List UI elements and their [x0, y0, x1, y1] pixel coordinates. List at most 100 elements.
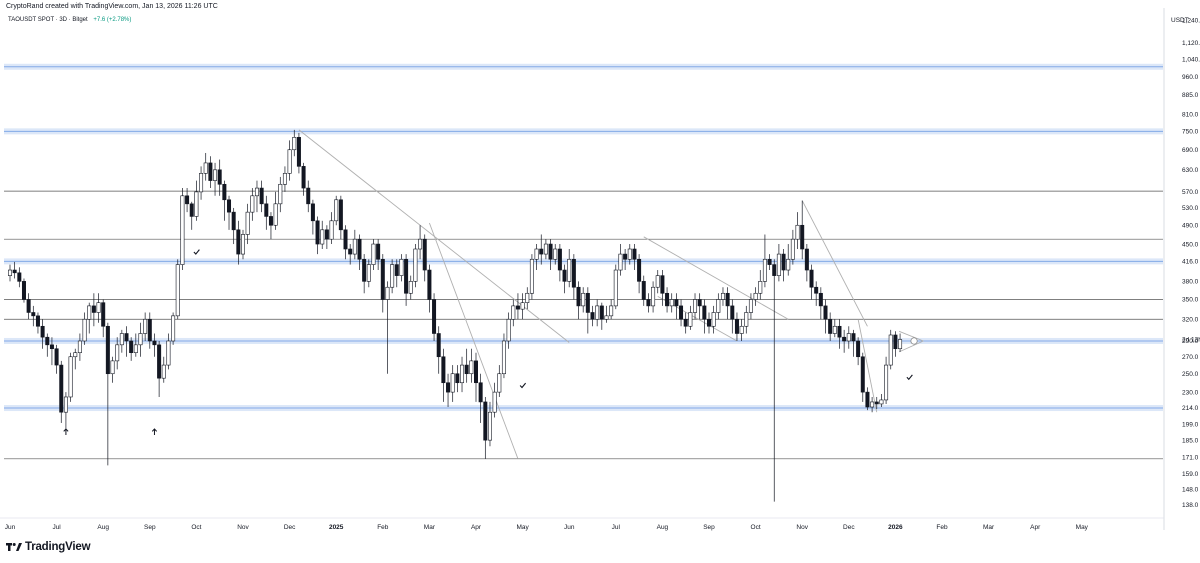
check-icon: [193, 249, 200, 255]
y-tick-label: 138.0: [1182, 502, 1199, 509]
candle-body: [404, 258, 409, 294]
tradingview-logo[interactable]: TradingView: [6, 541, 91, 553]
candle-body: [278, 183, 283, 205]
candle-body: [744, 312, 749, 327]
candle-body: [292, 137, 297, 151]
y-tick-label: 1,040.0: [1182, 56, 1200, 63]
candle-body: [599, 305, 604, 320]
candle-body: [21, 281, 26, 300]
candle-body: [581, 292, 586, 307]
candle-body: [366, 264, 371, 282]
candle-body: [832, 325, 837, 334]
candle-body: [315, 220, 320, 245]
candle-body: [492, 391, 497, 413]
x-tick-label: May: [516, 524, 529, 531]
candle-body: [73, 352, 78, 358]
candle-body: [893, 334, 898, 350]
candle-body: [473, 360, 478, 384]
candle-body: [282, 173, 287, 185]
y-tick-label: 380.0: [1182, 279, 1199, 286]
horizontal-levels: [4, 190, 1163, 460]
candle-body: [348, 248, 353, 255]
y-tick-label: 199.0: [1182, 421, 1199, 428]
candle-body: [213, 169, 218, 181]
y-tick-label: 630.0: [1182, 167, 1199, 174]
candle-body: [632, 248, 637, 260]
candle-body: [35, 315, 40, 327]
candle-body: [837, 325, 842, 338]
arrow-up-icon: [151, 428, 158, 435]
candle-body: [529, 258, 534, 294]
candle-body: [497, 373, 502, 393]
candle-body: [595, 305, 600, 320]
y-tick-label: 214.0: [1182, 405, 1199, 412]
candle-body: [506, 318, 511, 342]
x-tick-label: May: [1076, 524, 1089, 531]
candle-body: [809, 269, 814, 288]
candle-body: [17, 272, 22, 282]
candle-body: [725, 292, 730, 307]
candle-body: [147, 318, 152, 342]
y-tick-label: 230.0: [1182, 389, 1199, 396]
y-tick-label: 159.0: [1182, 471, 1199, 478]
candle-body: [669, 299, 674, 307]
candle-body: [203, 162, 208, 174]
candle-body: [739, 325, 744, 334]
candle-body: [45, 336, 50, 346]
x-tick-label: Nov: [796, 524, 808, 531]
candle-body: [786, 258, 791, 271]
candle-body: [296, 137, 301, 167]
arrow-up-icon: [63, 428, 69, 435]
symbol-name: TAOUSDT SPOT · 3D · Bitget: [8, 17, 88, 23]
candle-body: [157, 344, 162, 379]
candle-body: [441, 356, 446, 384]
candle-body: [571, 258, 576, 288]
tradingview-logo-icon: [6, 543, 22, 551]
cursor-circle: [910, 337, 918, 345]
candle-body: [637, 258, 642, 282]
countdown-label: 2d 13h: [1182, 337, 1200, 344]
candle-body: [259, 187, 264, 205]
y-tick-label: 320.0: [1182, 316, 1199, 323]
candle-body: [665, 292, 670, 307]
y-tick-label: 885.0: [1182, 92, 1199, 99]
candle-body: [26, 299, 31, 313]
candle-body: [660, 275, 665, 294]
candle-body: [306, 187, 311, 205]
y-tick-label: 810.0: [1182, 112, 1199, 119]
candle-body: [781, 253, 786, 271]
candles: [8, 129, 903, 502]
candle-body: [758, 281, 763, 294]
candle-body: [795, 224, 800, 240]
trendline: [857, 319, 878, 413]
candle-body: [711, 312, 716, 327]
candle-body: [208, 162, 213, 181]
candle-body: [245, 211, 250, 235]
candle-body: [539, 248, 544, 255]
candle-body: [54, 348, 59, 366]
candle-body: [460, 364, 465, 384]
candle-body: [446, 382, 451, 393]
candle-body: [534, 248, 539, 260]
candle-body: [180, 195, 185, 265]
candle-body: [818, 292, 823, 307]
candle-body: [138, 333, 143, 346]
candle-body: [338, 199, 343, 231]
candle-body: [408, 281, 413, 294]
symbol-legend: TAOUSDT SPOT · 3D · Bitget +7.6 (+2.78%): [8, 17, 131, 23]
chart-caption: CryptoRand created with TradingView.com,…: [6, 3, 218, 10]
candle-body: [59, 364, 64, 413]
candle-body: [501, 340, 506, 375]
y-tick-label: 960.0: [1182, 74, 1199, 81]
candle-body: [804, 248, 809, 271]
candle-body: [161, 364, 166, 379]
candle-body: [115, 344, 120, 362]
candle-body: [790, 238, 795, 260]
candle-body: [254, 187, 259, 197]
candle-body: [655, 275, 660, 288]
candle-body: [87, 305, 92, 320]
x-tick-label: 2026: [888, 524, 903, 531]
candle-body: [772, 264, 777, 276]
y-tick-label: 290.0: [1182, 338, 1199, 345]
